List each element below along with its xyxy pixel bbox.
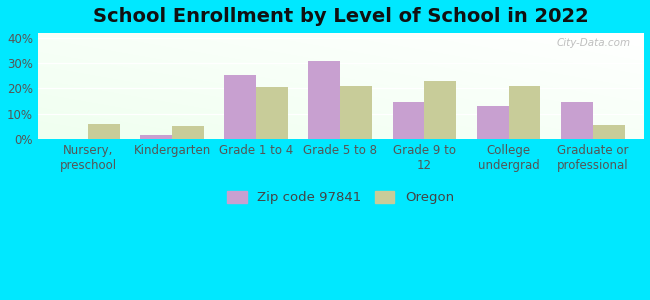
Bar bbox=[508, 86, 541, 139]
Bar bbox=[341, 86, 372, 139]
Bar bbox=[309, 61, 341, 139]
Bar bbox=[424, 81, 456, 139]
Bar bbox=[593, 125, 625, 139]
Bar bbox=[140, 135, 172, 139]
Bar bbox=[561, 102, 593, 139]
Bar bbox=[224, 75, 256, 139]
Bar bbox=[393, 102, 424, 139]
Text: City-Data.com: City-Data.com bbox=[557, 38, 631, 48]
Title: School Enrollment by Level of School in 2022: School Enrollment by Level of School in … bbox=[92, 7, 588, 26]
Bar bbox=[88, 124, 120, 139]
Bar bbox=[172, 126, 204, 139]
Legend: Zip code 97841, Oregon: Zip code 97841, Oregon bbox=[222, 185, 460, 209]
Bar bbox=[256, 87, 289, 139]
Bar bbox=[476, 106, 508, 139]
